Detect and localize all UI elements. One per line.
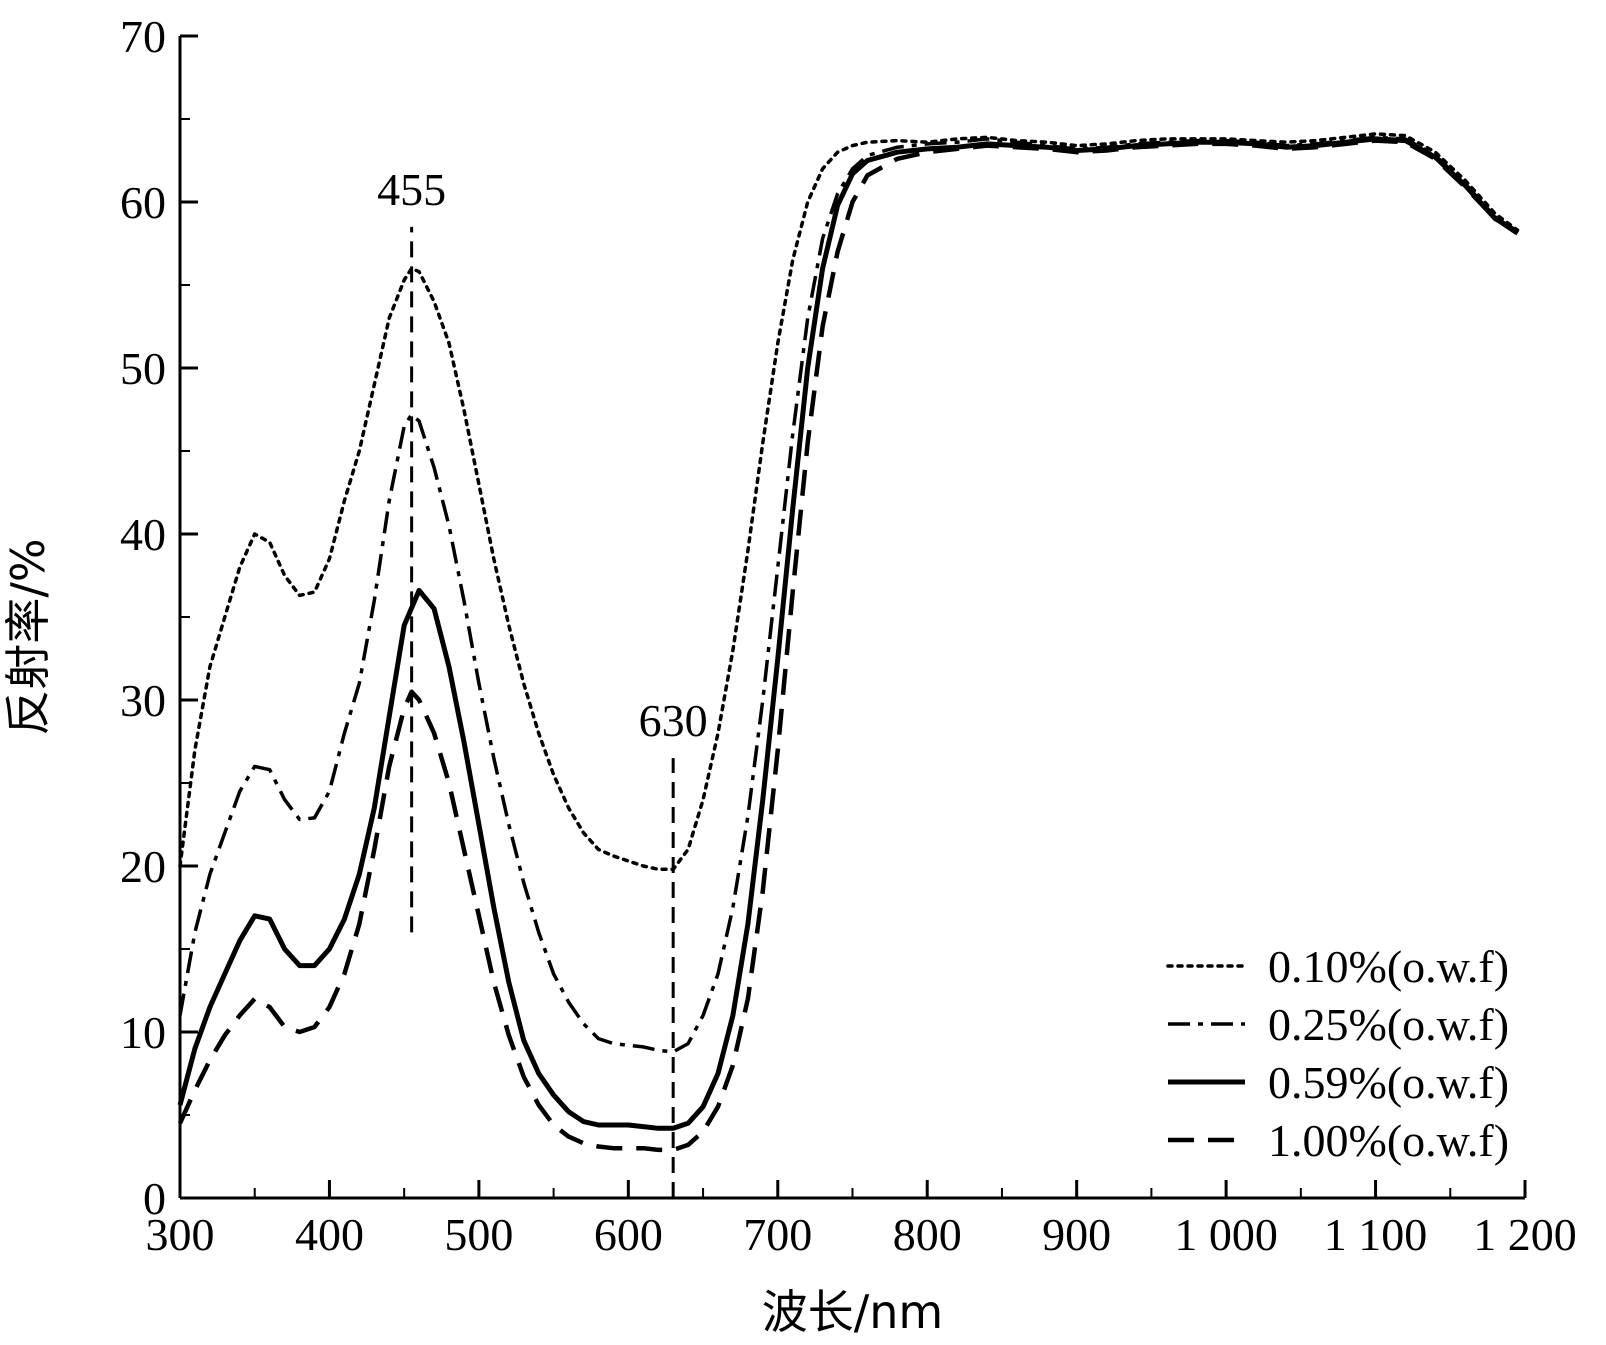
legend: 0.10%(o.w.f) 0.25%(o.w.f) 0.59%(o.w.f) 1.00… — [1166, 941, 1509, 1166]
y-tick-label: 60 — [120, 177, 166, 228]
x-tick-label: 800 — [893, 1209, 962, 1260]
x-tick-label: 600 — [594, 1209, 663, 1260]
x-tick-label: 500 — [444, 1209, 513, 1260]
y-ticks: 0 10 20 30 40 50 60 70 — [120, 11, 198, 1224]
x-tick-label: 1 200 — [1473, 1209, 1577, 1260]
series-line — [178, 135, 1519, 1054]
y-tick-label: 40 — [120, 509, 166, 560]
legend-label: 0.25%(o.w.f) — [1268, 999, 1509, 1050]
legend-label: 0.59%(o.w.f) — [1268, 1057, 1509, 1108]
series-line — [178, 132, 1520, 872]
y-tick-label: 50 — [120, 343, 166, 394]
y-tick-label: 30 — [120, 675, 166, 726]
series-group — [177, 132, 1520, 1153]
legend-label: 0.10%(o.w.f) — [1268, 941, 1509, 992]
x-tick-label: 300 — [146, 1209, 215, 1260]
series-line — [177, 138, 1519, 1153]
annotation-label: 455 — [377, 164, 446, 215]
legend-label: 1.00%(o.w.f) — [1268, 1115, 1509, 1166]
annotation-group: 455 630 — [377, 164, 708, 1198]
x-axis-title: 波长/nm — [762, 1285, 943, 1339]
x-tick-label: 400 — [295, 1209, 364, 1260]
y-tick-label: 10 — [120, 1007, 166, 1058]
x-tick-label: 700 — [743, 1209, 812, 1260]
y-tick-label: 0 — [143, 1173, 166, 1224]
x-tick-label: 900 — [1042, 1209, 1111, 1260]
x-ticks: 300 400 500 600 700 800 900 1 000 1 100 1 200 — [146, 1180, 1577, 1260]
axes-group: 300 400 500 600 700 800 900 1 000 1 100 1 200 0 10… — [120, 11, 1577, 1260]
y-tick-label: 70 — [120, 11, 166, 62]
x-tick-label: 1 100 — [1324, 1209, 1428, 1260]
y-axis-title: 反射率/% — [1, 538, 55, 735]
annotation-label: 630 — [639, 695, 708, 746]
x-tick-label: 1 000 — [1174, 1209, 1278, 1260]
y-tick-label: 20 — [120, 841, 166, 892]
